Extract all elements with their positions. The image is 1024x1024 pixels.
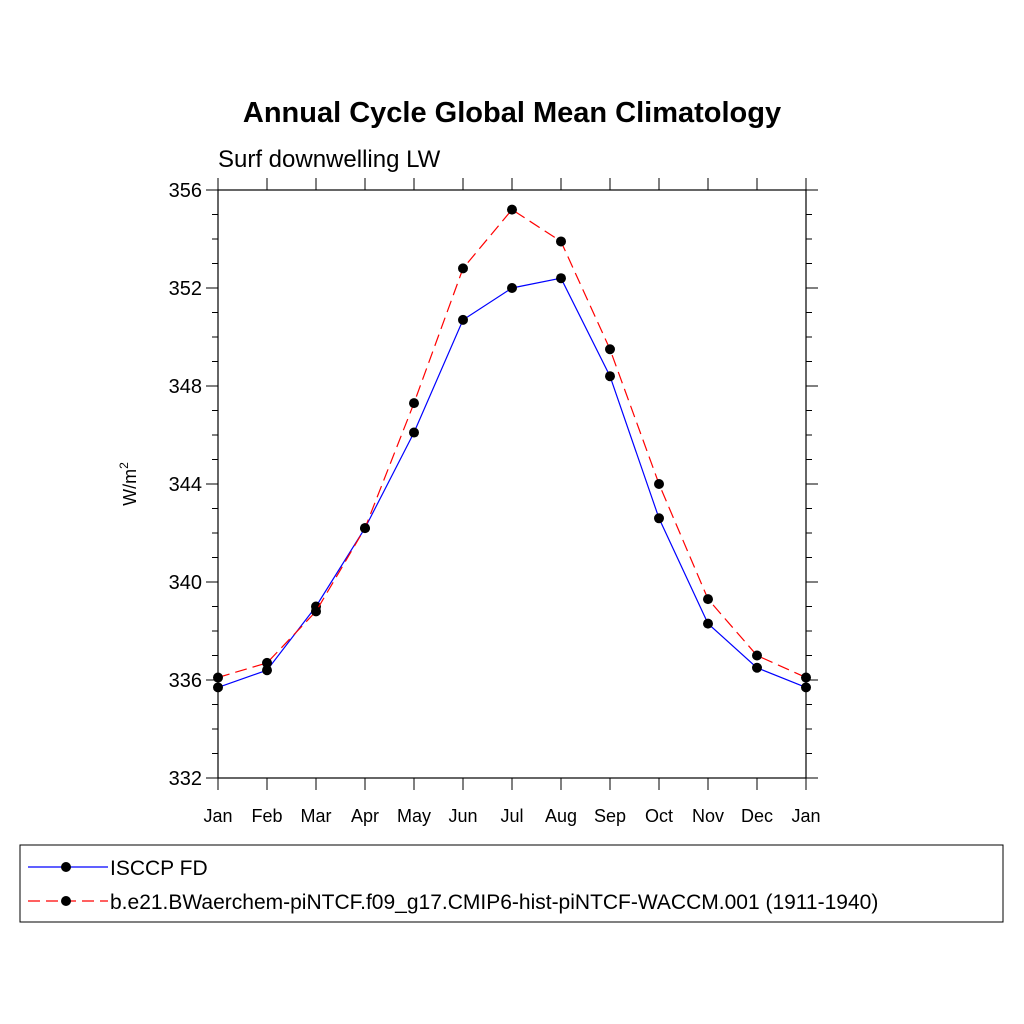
chart-subtitle: Surf downwelling LW	[218, 146, 441, 173]
x-tick-label: Dec	[741, 806, 773, 826]
axis-ticks	[206, 178, 818, 790]
legend-marker	[61, 862, 71, 872]
data-point	[458, 263, 468, 274]
data-point	[311, 606, 321, 617]
legend-box	[19, 844, 1004, 923]
plot-border	[217, 189, 807, 779]
x-tick-label: Mar	[301, 806, 332, 826]
y-tick-label: 332	[169, 768, 202, 790]
data-point	[360, 523, 370, 534]
data-point	[507, 204, 517, 215]
y-axis-label-exponent: 2	[117, 462, 131, 469]
data-point	[262, 665, 272, 676]
y-tick-label: 352	[169, 278, 202, 300]
data-point	[213, 672, 223, 683]
data-point	[409, 398, 419, 409]
data-point	[801, 672, 811, 683]
x-tick-label: Feb	[251, 806, 282, 826]
y-tick-label: 348	[169, 376, 202, 398]
data-point	[458, 314, 468, 325]
plot-area	[217, 189, 807, 779]
series-line	[217, 208, 807, 679]
data-point	[605, 371, 615, 382]
legend-marker	[61, 896, 71, 906]
data-point	[801, 682, 811, 693]
y-tick-label: 340	[169, 572, 202, 594]
x-tick-label: Nov	[692, 806, 724, 826]
data-point	[703, 618, 713, 629]
data-point	[262, 657, 272, 668]
x-tick-label: Aug	[545, 806, 577, 826]
y-tick-label: 336	[169, 670, 202, 692]
legend-label: b.e21.BWaerchem-piNTCF.f09_g17.CMIP6-his…	[110, 891, 878, 914]
y-tick-labels: 332 336 340 344 348 352 356	[169, 180, 202, 790]
x-tick-labels: Jan Feb Mar Apr May Jun Jul Aug Sep Oct Nov Dec Jan	[203, 806, 820, 826]
data-point	[703, 594, 713, 605]
data-point	[556, 236, 566, 247]
data-point	[654, 513, 664, 524]
data-point	[654, 479, 664, 489]
x-tick-label: Jan	[203, 806, 232, 826]
data-point	[752, 662, 762, 673]
y-axis-label: W/m2	[117, 462, 140, 506]
data-point	[507, 283, 517, 293]
x-tick-label: Sep	[594, 806, 626, 826]
series-line	[217, 277, 807, 688]
x-tick-label: Jun	[448, 806, 477, 826]
legend: ISCCP FD b.e21.BWaerchem-piNTCF.f09_g17.C…	[19, 844, 1004, 923]
y-tick-label: 344	[169, 474, 202, 496]
data-point	[213, 682, 223, 693]
y-axis-label-unit: W/m	[120, 469, 140, 506]
data-point	[752, 650, 762, 661]
legend-label: ISCCP FD	[110, 857, 208, 880]
x-tick-label: Apr	[351, 806, 379, 826]
data-point	[605, 344, 615, 355]
data-point	[556, 273, 566, 284]
x-tick-label: Oct	[645, 806, 673, 826]
x-tick-label: Jan	[791, 806, 820, 826]
data-point	[409, 427, 419, 438]
chart-title: Annual Cycle Global Mean Climatology	[243, 97, 781, 129]
series-layer	[213, 204, 811, 693]
x-tick-label: Jul	[500, 806, 523, 826]
y-tick-label: 356	[169, 180, 202, 202]
x-tick-label: May	[397, 806, 431, 826]
